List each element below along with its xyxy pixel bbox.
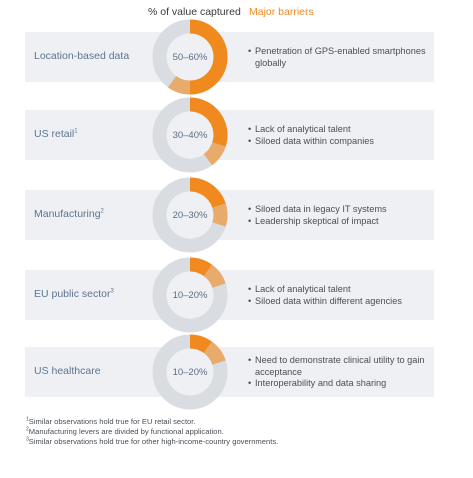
- sector-label: Location-based data: [34, 51, 129, 62]
- sector-label-text: EU public sector: [34, 288, 111, 300]
- donut-arc-range: [167, 75, 191, 95]
- donut-arc-range: [203, 341, 226, 366]
- value-column-header: % of value captured: [148, 6, 241, 18]
- barrier-item: Interoperability and data sharing: [248, 378, 438, 390]
- barriers-column-header: Major barriers: [249, 6, 314, 18]
- footnote-mark: 1: [74, 128, 78, 135]
- value-donut: 10–20%: [152, 334, 228, 410]
- value-range-label: 10–20%: [172, 366, 208, 378]
- donut-arc-range: [203, 141, 226, 166]
- barriers-list: Siloed data in legacy IT systemsLeadersh…: [248, 204, 438, 227]
- barrier-item: Siloed data within different agencies: [248, 296, 438, 308]
- value-range-label: 50–60%: [172, 51, 208, 63]
- donut-chart: [152, 19, 228, 95]
- donut-chart: [152, 257, 228, 333]
- value-donut: 50–60%: [152, 19, 228, 95]
- value-donut: 20–30%: [152, 177, 228, 253]
- donut-arc-min: [189, 177, 226, 209]
- donut-arc-range: [212, 203, 228, 227]
- footnotes: 1Similar observations hold true for EU r…: [26, 417, 446, 447]
- sector-label-text: Manufacturing: [34, 208, 101, 220]
- barrier-item: Penetration of GPS-enabled smartphones g…: [248, 46, 438, 69]
- donut-chart: [152, 177, 228, 253]
- footnote-number: 2: [26, 426, 29, 433]
- donut-arc-min: [189, 334, 213, 354]
- donut-arc-min: [189, 19, 228, 95]
- footnote-text: Similar observations hold true for EU re…: [28, 417, 196, 426]
- donut-chart: [152, 334, 228, 410]
- barriers-list: Penetration of GPS-enabled smartphones g…: [248, 46, 438, 69]
- footnote-line: 3Similar observations hold true for othe…: [26, 437, 446, 447]
- value-range-label: 30–40%: [172, 129, 208, 141]
- donut-arc-range: [203, 264, 226, 289]
- sector-label-text: Location-based data: [34, 50, 130, 62]
- barriers-list: Lack of analytical talentSiloed data wit…: [248, 284, 438, 307]
- sector-label: US retail1: [34, 129, 78, 140]
- barrier-item: Siloed data within companies: [248, 136, 438, 148]
- barrier-item: Leadership skeptical of impact: [248, 216, 438, 228]
- value-range-label: 10–20%: [172, 289, 208, 301]
- value-donut: 10–20%: [152, 257, 228, 333]
- donut-arc-min: [189, 97, 228, 147]
- footnote-number: 3: [26, 436, 29, 443]
- footnote-text: Manufacturing levers are divided by func…: [28, 427, 224, 436]
- barrier-item: Lack of analytical talent: [248, 284, 438, 296]
- donut-arc-min: [189, 257, 213, 277]
- footnote-line: 1Similar observations hold true for EU r…: [26, 417, 446, 427]
- barriers-list: Need to demonstrate clinical utility to …: [248, 355, 438, 390]
- sector-label-text: US healthcare: [34, 365, 101, 377]
- footnote-text: Similar observations hold true for other…: [28, 437, 279, 446]
- footnote-mark: 3: [110, 288, 114, 295]
- barrier-item: Need to demonstrate clinical utility to …: [248, 355, 438, 378]
- footnote-number: 1: [26, 416, 29, 423]
- barriers-list: Lack of analytical talentSiloed data wit…: [248, 124, 438, 147]
- sector-label-text: US retail: [34, 128, 75, 140]
- value-donut: 30–40%: [152, 97, 228, 173]
- value-range-label: 20–30%: [172, 209, 208, 221]
- sector-label: Manufacturing2: [34, 209, 104, 220]
- footnote-mark: 2: [100, 208, 104, 215]
- footnote-line: 2Manufacturing levers are divided by fun…: [26, 427, 446, 437]
- barrier-item: Lack of analytical talent: [248, 124, 438, 136]
- donut-chart: [152, 97, 228, 173]
- barrier-item: Siloed data in legacy IT systems: [248, 204, 438, 216]
- sector-label: US healthcare: [34, 366, 101, 377]
- sector-label: EU public sector3: [34, 289, 114, 300]
